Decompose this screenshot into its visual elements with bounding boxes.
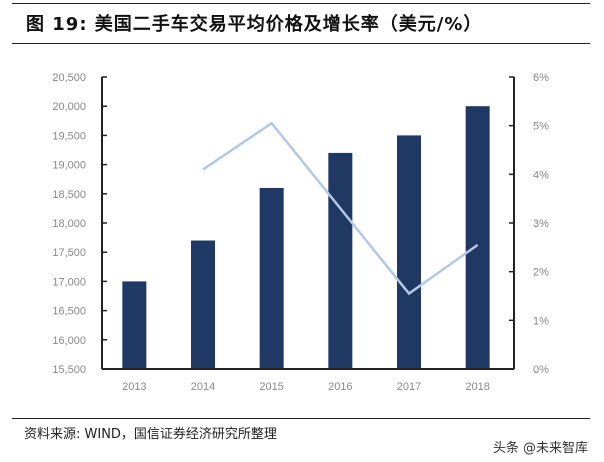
growth-rate-line — [202, 121, 479, 296]
bar-2015 — [259, 187, 284, 369]
left-tick-label: 19,000 — [52, 160, 86, 172]
bar-2016 — [328, 152, 353, 369]
bar-2018 — [465, 106, 490, 369]
x-tick-label: 2015 — [259, 381, 283, 393]
right-tick-label: 1% — [533, 315, 549, 327]
left-tick-label: 17,500 — [52, 247, 86, 259]
left-tick-label: 15,500 — [52, 364, 86, 376]
x-tick-label: 2014 — [191, 381, 215, 393]
source-rule — [12, 418, 590, 419]
left-tick-label: 18,500 — [52, 189, 86, 201]
left-tick-label: 19,500 — [52, 130, 86, 142]
bar-2017 — [397, 135, 421, 369]
left-tick-label: 16,000 — [52, 335, 86, 347]
left-tick-label: 16,500 — [52, 306, 86, 318]
left-tick-label: 20,000 — [52, 101, 86, 113]
title-rule — [12, 43, 590, 44]
right-y-axis: 0% 1% 2% 3% 4% 5% 6% — [509, 72, 549, 376]
right-tick-label: 0% — [533, 364, 549, 376]
left-tick-label: 18,000 — [52, 218, 86, 230]
right-tick-label: 5% — [533, 121, 549, 133]
top-rule — [12, 3, 590, 4]
x-tick-label: 2016 — [328, 381, 352, 393]
bar-series — [122, 106, 490, 369]
right-tick-label: 6% — [533, 72, 549, 84]
left-tick-label: 20,500 — [52, 72, 86, 84]
line-series — [202, 121, 479, 296]
x-axis: 2013 2014 2015 2016 2017 2018 — [102, 368, 514, 393]
left-y-axis: 15,500 16,000 16,500 17,000 17,500 18,000 18,5… — [52, 72, 107, 376]
right-tick-label: 4% — [533, 169, 549, 181]
watermark: 头条 @未来智库 — [492, 441, 588, 456]
bar-2013 — [122, 281, 147, 369]
figure-title: 图 19: 美国二手车交易平均价格及增长率（美元/%） — [26, 14, 483, 35]
right-tick-label: 2% — [533, 267, 549, 279]
x-tick-label: 2013 — [122, 381, 146, 393]
right-tick-label: 3% — [533, 218, 549, 230]
x-tick-label: 2018 — [465, 381, 489, 393]
chart-canvas: 15,500 16,000 16,500 17,000 17,500 18,000 18,5… — [52, 72, 549, 393]
bar-2014 — [191, 240, 215, 369]
x-tick-label: 2017 — [397, 381, 421, 393]
left-tick-label: 17,000 — [52, 276, 86, 288]
source-note: 资料来源: WIND，国信证券经济研究所整理 — [24, 427, 277, 442]
